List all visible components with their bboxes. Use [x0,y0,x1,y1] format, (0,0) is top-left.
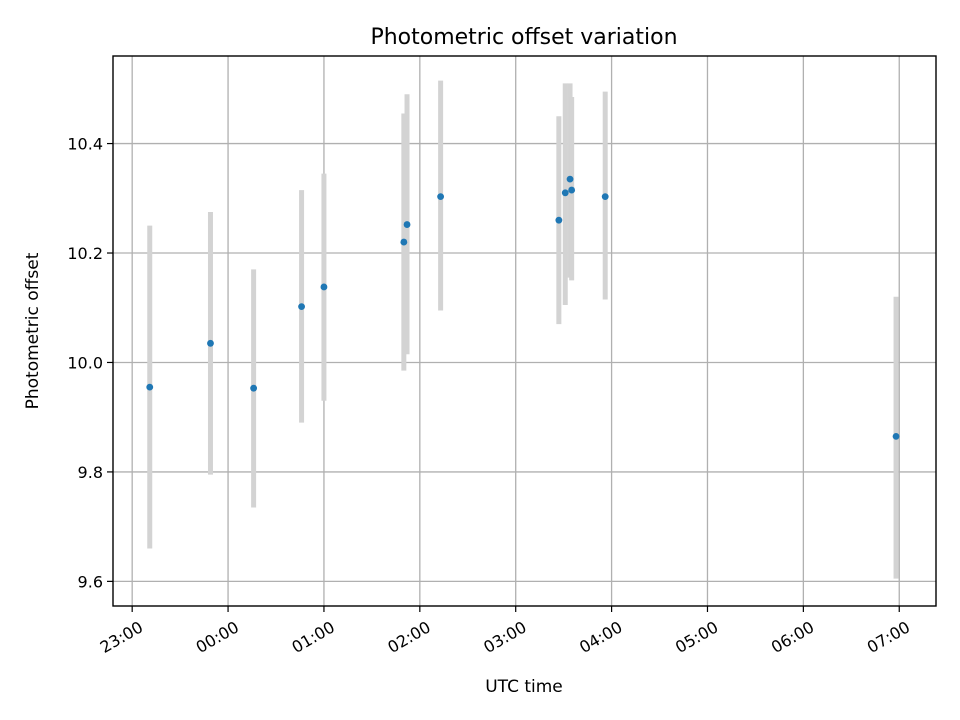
y-axis-label: Photometric offset [23,252,43,409]
y-tick-label: 10.2 [67,244,103,263]
x-tick-label: 06:00 [768,617,817,657]
y-tick-label: 9.6 [78,572,103,591]
data-point [601,193,609,201]
x-axis-ticks: 23:00 00:00 01:00 02:00 03:00 04:00 05:00 06:00… [97,606,913,657]
data-point [437,193,445,201]
data-point [892,432,900,440]
data-point [400,238,408,246]
data-point [566,175,574,183]
error-bars [147,80,899,579]
plot-frame [112,55,937,607]
data-point [320,283,328,291]
data-point [561,189,569,197]
chart-title: Photometric offset variation [370,25,677,50]
grid [113,56,936,606]
x-axis-label: UTC time [485,677,563,697]
y-tick-label: 10.4 [67,135,103,154]
data-point [298,303,305,311]
data-point [146,383,154,391]
data-point [568,186,576,194]
data-points [146,175,900,440]
y-axis-ticks: 9.6 9.8 10.0 10.2 10.4 [67,135,113,591]
data-point [403,221,411,228]
x-tick-label: 02:00 [384,617,433,657]
x-tick-label: 04:00 [576,617,625,657]
x-tick-label: 23:00 [97,617,146,657]
data-point [250,384,258,392]
y-tick-label: 9.8 [78,463,103,482]
x-tick-label: 03:00 [480,617,529,657]
x-tick-label: 00:00 [193,617,242,657]
data-point [555,216,563,224]
x-tick-label: 05:00 [672,617,721,657]
data-point [207,339,214,347]
y-tick-label: 10.0 [67,353,103,372]
x-tick-label: 01:00 [289,617,338,657]
x-tick-label: 07:00 [864,617,913,657]
